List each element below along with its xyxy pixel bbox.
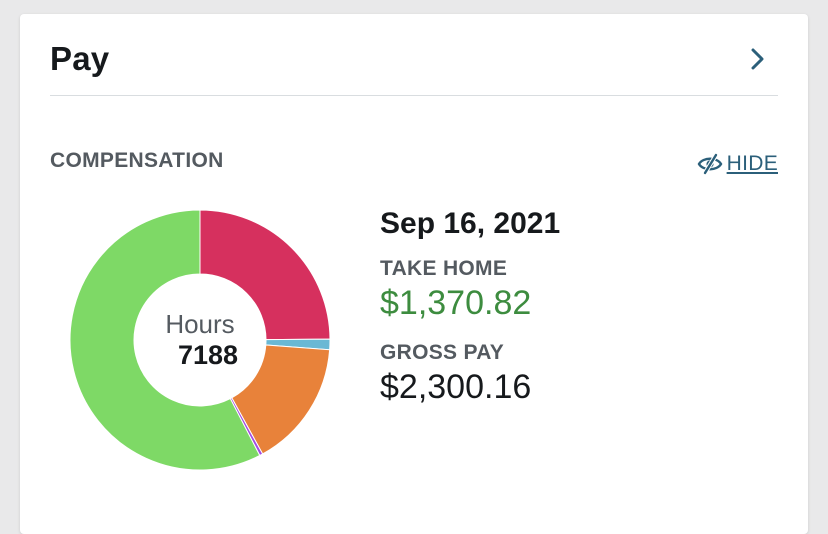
pay-summary: Sep 16, 2021 TAKE HOME $1,370.82 GROSS P… (380, 204, 560, 408)
hide-button[interactable]: HIDE (697, 151, 778, 177)
chevron-right-icon[interactable] (748, 44, 768, 74)
eye-slash-icon (697, 153, 723, 175)
hide-label: HIDE (726, 152, 778, 175)
pay-card: Pay COMPENSATION HIDE Hours 7188 Sep 16,… (20, 14, 808, 534)
pay-date: Sep 16, 2021 (380, 207, 561, 240)
donut-segment-0[interactable] (199, 210, 330, 341)
donut-segment-4[interactable] (70, 210, 261, 470)
gross-pay-label: GROSS PAY (380, 341, 505, 364)
gross-pay-value: $2,300.16 (380, 368, 532, 406)
compensation-label: COMPENSATION (50, 149, 224, 172)
take-home-value: $1,370.82 (380, 284, 532, 322)
card-title: Pay (50, 40, 110, 77)
pay-card-header[interactable]: Pay (50, 14, 778, 96)
hours-donut-chart (70, 210, 330, 470)
take-home-label: TAKE HOME (380, 257, 508, 280)
